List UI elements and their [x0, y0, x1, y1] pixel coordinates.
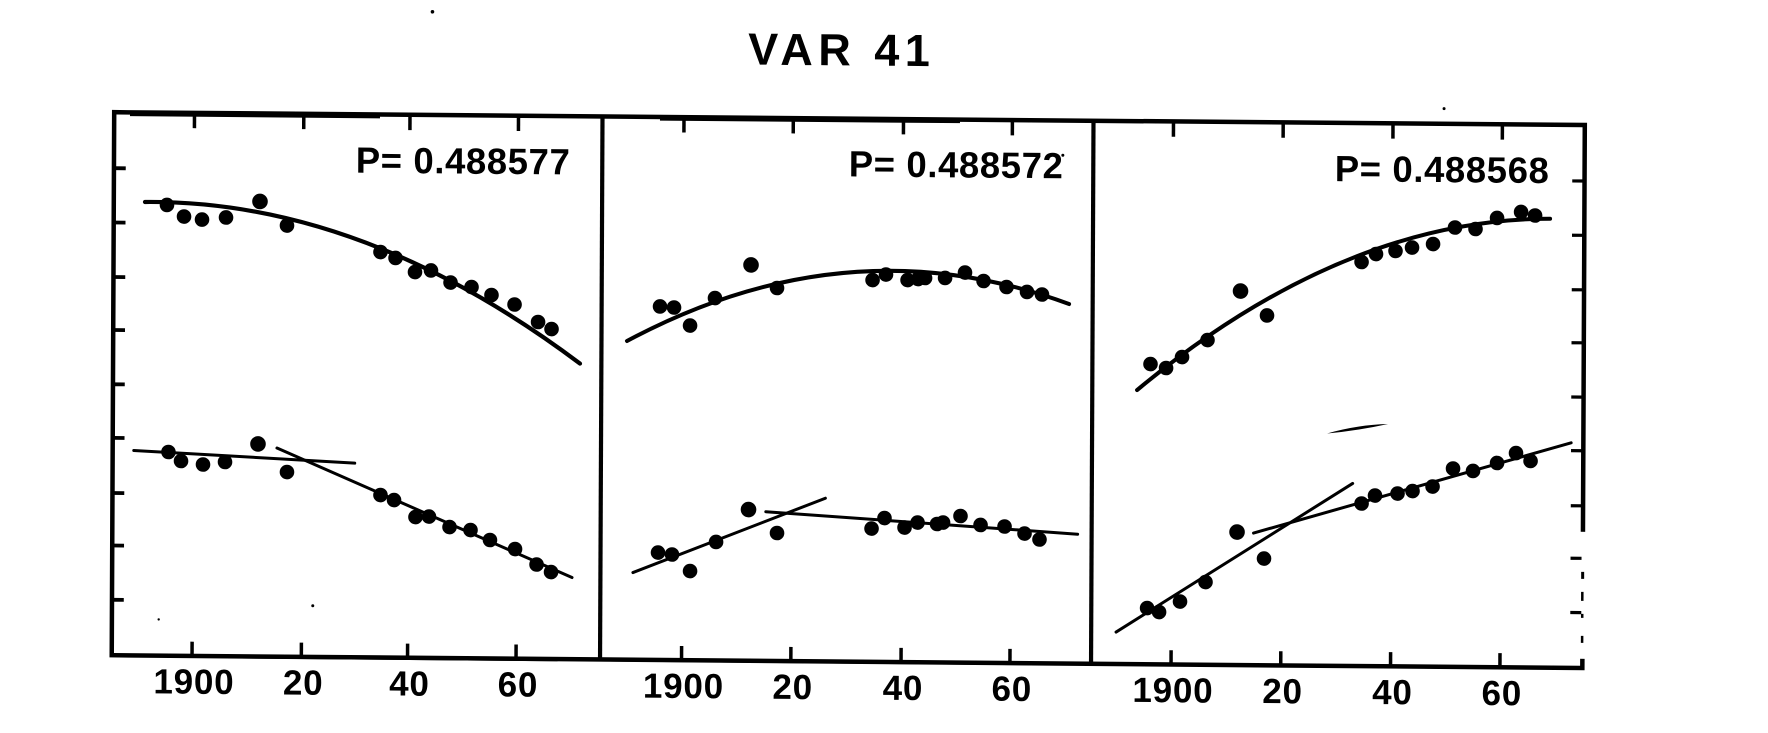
svg-text:P= 0.488577: P= 0.488577 — [356, 140, 571, 183]
svg-text:60: 60 — [498, 665, 539, 704]
svg-text:20: 20 — [1262, 672, 1303, 711]
svg-text:1900: 1900 — [153, 662, 234, 702]
svg-text:20: 20 — [283, 663, 324, 702]
svg-text:40: 40 — [389, 664, 430, 703]
svg-text:60: 60 — [991, 670, 1032, 709]
svg-text:20: 20 — [772, 668, 813, 707]
svg-text:1900: 1900 — [1132, 671, 1213, 711]
svg-text:P= 0.488568: P= 0.488568 — [1335, 148, 1550, 191]
svg-text:VAR 41: VAR 41 — [748, 24, 935, 77]
svg-text:40: 40 — [883, 669, 924, 708]
svg-text:P= 0.488572: P= 0.488572 — [849, 143, 1064, 186]
svg-text:1900: 1900 — [643, 667, 724, 707]
svg-text:60: 60 — [1481, 674, 1522, 713]
svg-text:40: 40 — [1372, 673, 1413, 712]
